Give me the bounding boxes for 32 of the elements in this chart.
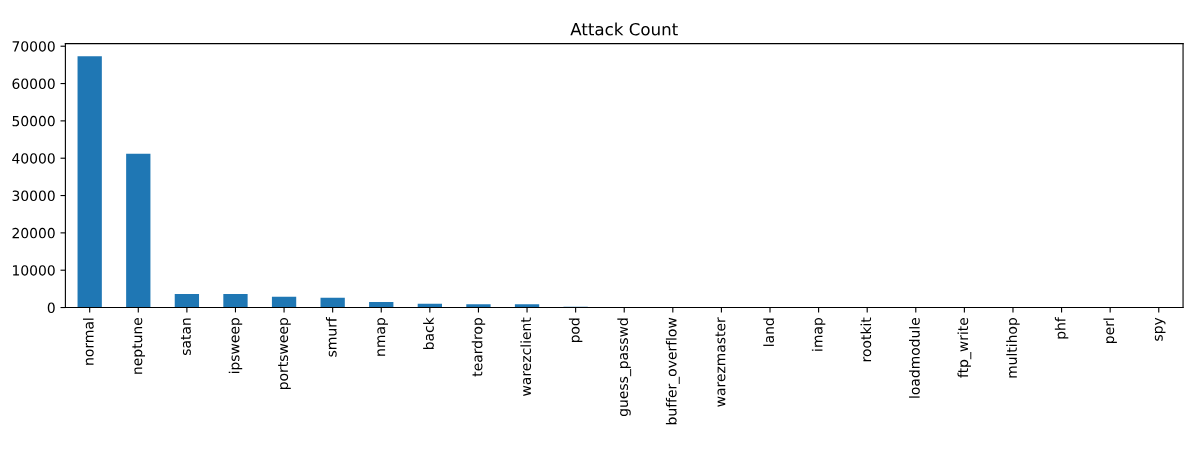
x-tick-label: portsweep (278, 318, 291, 389)
x-tick-label: ipsweep (228, 318, 243, 374)
y-tick-label: 70000 (12, 41, 55, 52)
x-tick-label: spy (1154, 317, 1166, 341)
x-tick-label: back (423, 317, 434, 349)
y-tick-label: 30000 (12, 190, 55, 202)
x-tick-label: loadmodule (909, 317, 920, 398)
x-tick-label: buffer_overflow (665, 317, 680, 425)
x-tick-label: rootkit (860, 317, 872, 362)
x-tick-label: perl (1103, 318, 1117, 343)
x-tick-label: pod (568, 318, 583, 343)
y-tick-label: 50000 (12, 115, 55, 127)
y-tick-label: 0 (47, 302, 55, 313)
x-tick-label: normal (82, 318, 94, 365)
y-tick-label: 40000 (12, 153, 55, 164)
x-tick-label: guess_passwd (617, 318, 632, 417)
x-tick-label: warezmaster (715, 317, 726, 407)
x-tick-label: phf (1054, 316, 1069, 339)
x-tick-label: neptune (132, 317, 146, 374)
x-tick-label: satan (180, 318, 191, 355)
y-tick-label: 10000 (13, 265, 55, 276)
x-tick-label: smurf (325, 316, 337, 357)
x-tick-label: ftp_write (957, 317, 972, 378)
chart-title: Attack Count (570, 22, 678, 36)
x-tick-label: warezclient (520, 317, 532, 396)
x-tick-label: land (763, 318, 775, 346)
x-tick-label: nmap (377, 318, 388, 356)
x-tick-label: teardrop (471, 318, 486, 377)
y-tick-label: 20000 (12, 227, 55, 239)
y-tick-label: 60000 (12, 78, 55, 90)
x-tick-label: multihop (1006, 318, 1020, 378)
x-tick-label: imap (811, 318, 826, 351)
